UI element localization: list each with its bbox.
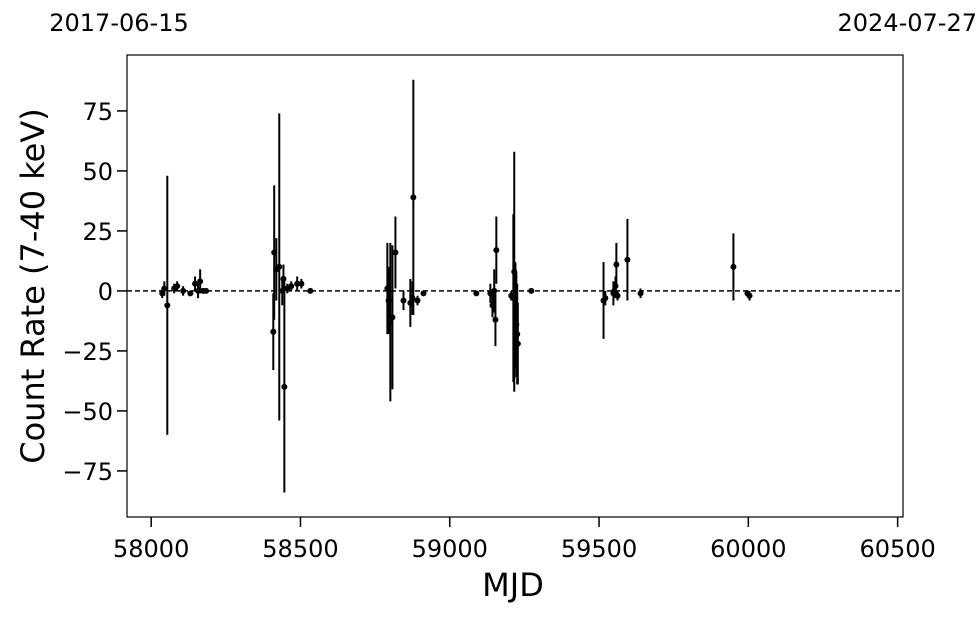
data-point	[493, 247, 500, 254]
y-tick-label: 75	[82, 98, 113, 126]
data-point	[298, 280, 305, 287]
data-point	[270, 328, 277, 335]
data-point	[294, 280, 301, 287]
data-point	[174, 283, 181, 290]
x-axis-label: MJD	[482, 566, 544, 604]
data-point	[180, 287, 187, 294]
y-tick-label: −50	[62, 398, 113, 426]
data-point	[730, 263, 737, 270]
y-tick-label: 0	[98, 278, 113, 306]
y-tick-label: 50	[82, 158, 113, 186]
data-point	[276, 263, 283, 270]
data-point	[491, 287, 498, 294]
data-point	[192, 280, 199, 287]
data-point	[624, 256, 631, 263]
data-point	[613, 261, 620, 268]
data-point	[614, 292, 621, 299]
y-axis-label: Count Rate (7-40 keV)	[14, 108, 52, 463]
y-tick-label: −25	[62, 338, 113, 366]
y-tick-label: 25	[82, 218, 113, 246]
data-point	[389, 314, 396, 321]
x-tick-label: 60000	[710, 535, 786, 563]
x-tick-label: 58500	[262, 535, 338, 563]
data-point	[307, 287, 314, 294]
data-point	[164, 302, 171, 309]
data-point	[746, 292, 753, 299]
data-point	[409, 295, 416, 302]
x-tick-label: 60500	[859, 535, 935, 563]
data-point	[473, 290, 480, 297]
data-point	[197, 278, 204, 285]
data-point	[528, 287, 535, 294]
x-tick-label: 59500	[561, 535, 637, 563]
data-point	[161, 285, 168, 292]
data-point	[410, 194, 417, 201]
top-date-label: 2017-06-15	[49, 9, 188, 37]
x-tick-label: 59000	[412, 535, 488, 563]
data-point	[288, 283, 295, 290]
y-tick-label: −75	[62, 458, 113, 486]
data-point	[280, 275, 287, 282]
plot-frame	[126, 54, 904, 518]
x-tick-label: 58000	[113, 535, 189, 563]
data-point	[203, 287, 210, 294]
data-point	[602, 295, 609, 302]
data-point	[492, 316, 499, 323]
data-point	[420, 290, 427, 297]
data-point	[392, 249, 399, 256]
data-point	[514, 340, 521, 347]
data-point	[281, 383, 288, 390]
data-point	[400, 297, 407, 304]
data-point	[637, 290, 644, 297]
data-point	[414, 297, 421, 304]
data-point	[187, 290, 194, 297]
top-date-label: 2024-07-27	[838, 9, 977, 37]
